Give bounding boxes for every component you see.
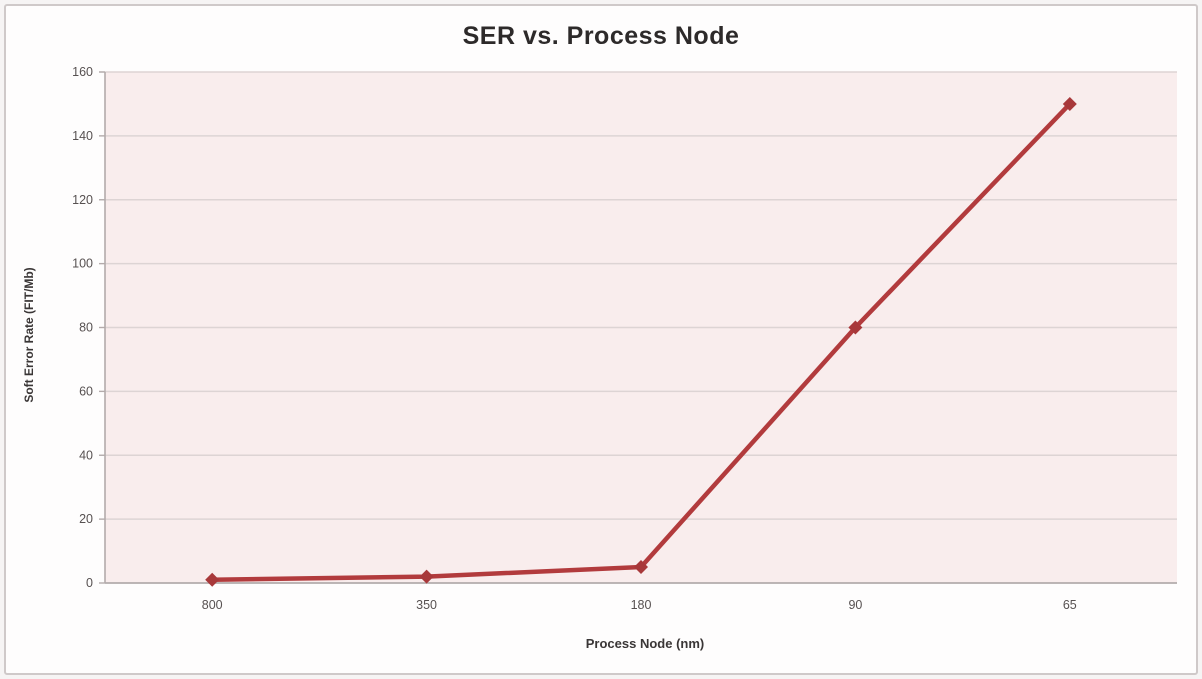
y-tick-label: 0 bbox=[86, 576, 93, 590]
x-tick-label: 800 bbox=[202, 598, 223, 612]
y-tick-label: 100 bbox=[72, 257, 93, 271]
chart-title: SER vs. Process Node bbox=[462, 22, 740, 50]
x-tick-label: 350 bbox=[416, 598, 437, 612]
y-tick-label: 60 bbox=[79, 384, 93, 398]
plot-area: 0 20 40 60 80 100 120 140 160 800 350 180 90 65 bbox=[72, 65, 1177, 612]
x-tick-label: 90 bbox=[848, 598, 862, 612]
y-tick-label: 20 bbox=[79, 512, 93, 526]
y-tick-label: 140 bbox=[72, 129, 93, 143]
x-axis-title: Process Node (nm) bbox=[585, 636, 705, 651]
data-point-marker bbox=[848, 320, 863, 335]
x-tick-label: 180 bbox=[631, 598, 652, 612]
data-point-marker bbox=[1062, 96, 1077, 111]
x-tick-label: 65 bbox=[1063, 598, 1077, 612]
data-point-marker bbox=[634, 560, 648, 575]
data-point-marker bbox=[205, 572, 220, 587]
y-tick-label: 40 bbox=[79, 448, 93, 462]
data-point-marker bbox=[419, 569, 434, 584]
y-tick-label: 80 bbox=[79, 321, 93, 335]
y-tick-label: 160 bbox=[72, 65, 93, 79]
chart-frame: SER vs. Process Node Soft Error Rate (FI… bbox=[4, 4, 1198, 675]
y-tick-label: 120 bbox=[72, 193, 93, 207]
